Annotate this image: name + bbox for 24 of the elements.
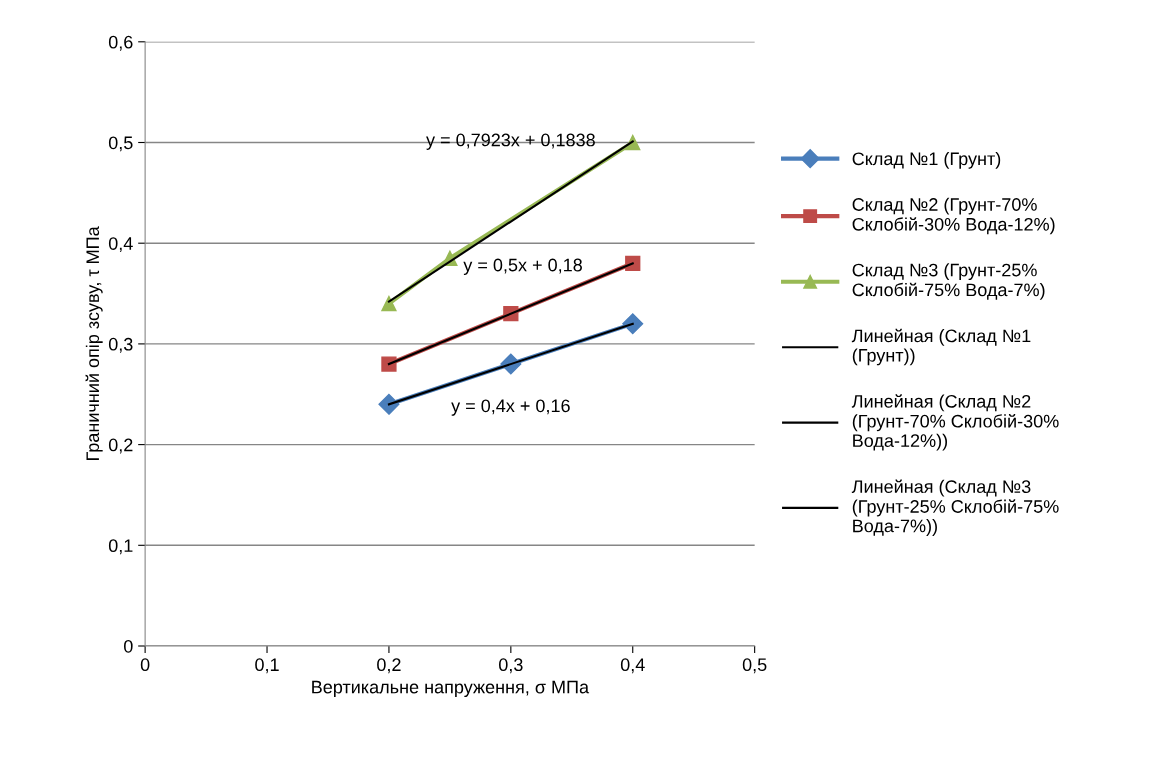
- x-tick-label: 0,4: [620, 658, 645, 674]
- legend-label: Линейная (Склад №2 (Грунт-70% Склобій-30% Вода-12%)): [851, 394, 1059, 451]
- annotation: y = 0,5x + 0,18: [463, 258, 582, 275]
- legend-label: Линейная (Склад №3 (Грунт-25% Склобій-75% Вода-7%)): [851, 479, 1059, 536]
- x-axis-title: Вертикальне напруження, σ МПа: [312, 680, 590, 698]
- y-tick-label: 0: [123, 639, 133, 653]
- y-tick-label: 0,6: [108, 35, 133, 51]
- legend-label: Склад №1 (Грунт): [852, 151, 1001, 169]
- annotation: y = 0,4x + 0,16: [451, 399, 570, 416]
- y-tick-label: 0,5: [108, 136, 133, 152]
- x-tick-label: 0,1: [255, 658, 279, 674]
- x-tick-label: 0,5: [742, 658, 767, 674]
- legend-label: Линейная (Склад №1 (Грунт)): [851, 328, 1031, 366]
- x-tick-label: 0,3: [499, 658, 523, 674]
- legend-label: Склад №2 (Грунт-70% Склобій-30% Вода-12%): [852, 197, 1055, 235]
- y-axis-title: Граничний опір зсуву, τ МПа: [85, 226, 103, 460]
- y-tick-label: 0,4: [108, 237, 133, 253]
- x-tick-label: 0: [140, 658, 150, 672]
- x-tick-label: 0,2: [377, 658, 401, 674]
- annotation: y = 0,7923x + 0,1838: [426, 133, 595, 150]
- legend-label: Склад №3 (Грунт-25% Склобій-75% Вода-7%): [852, 263, 1045, 300]
- y-tick-label: 0,1: [108, 539, 133, 555]
- y-tick-label: 0,2: [108, 438, 133, 454]
- y-tick-label: 0,3: [108, 337, 133, 353]
